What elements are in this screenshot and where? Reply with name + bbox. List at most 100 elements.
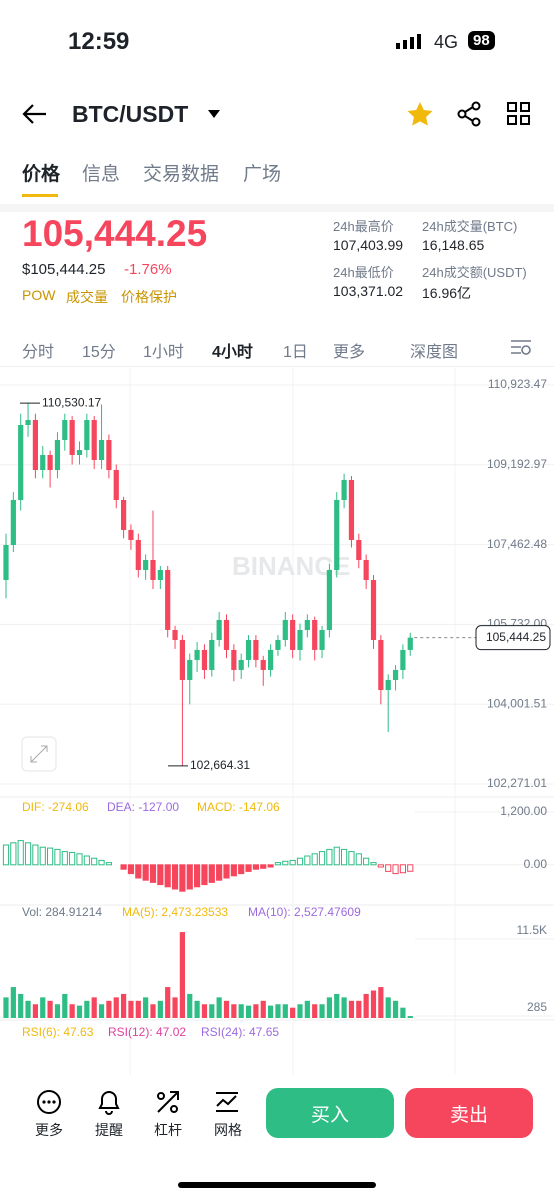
candle-body [392,669,399,680]
stat-label: 24h最高价 [333,219,394,234]
macd-bar [282,860,289,866]
stat-value: 16,148.65 [422,237,485,253]
y-tick-label: 102,271.01 [487,776,547,790]
interval[interactable]: 1日 [283,344,308,361]
pair-title[interactable]: BTC/USDT [72,101,189,127]
tag[interactable]: 成交量 [66,289,108,305]
rsi-legend: RSI(6): 47.63 [22,1025,94,1039]
macd-bar [61,851,68,866]
volume-bar [363,993,369,1018]
volume-bar [106,1000,112,1018]
macd-bar [385,864,392,872]
interval[interactable]: 更多 [333,344,366,361]
sell-button[interactable]: 卖出 [405,1088,533,1138]
candle-body [407,637,413,650]
y-tick-label: 107,462.48 [487,537,547,551]
y-tick-label: 11.5K [517,923,547,937]
action-label[interactable]: 网格 [214,1122,242,1138]
volume-bar [54,1004,61,1018]
more-icon[interactable] [36,1089,62,1115]
candle-body [275,639,281,650]
candle-body [128,529,134,540]
volume-bar [326,997,332,1018]
candle-body [121,499,127,530]
action-label[interactable]: 杠杆 [154,1122,182,1138]
chart-settings[interactable] [510,337,532,357]
macd-bar [407,864,414,872]
volume-legend: MA(5): 2,473.23533 [122,905,228,919]
menu-grid[interactable] [507,102,531,126]
action-label[interactable]: 提醒 [95,1122,123,1138]
macd-bar [260,864,267,869]
macd-bar [47,847,54,866]
favorite-star[interactable] [406,101,434,127]
volume-bar [40,997,46,1018]
macd-bar [355,853,362,866]
volume-bar [143,997,149,1018]
volume-bar [245,1005,252,1018]
tab[interactable]: 交易数据 [143,164,220,185]
volume-bar [209,1004,215,1018]
tag[interactable]: 价格保护 [121,289,177,305]
volume-bar [194,1000,200,1018]
candle-body [297,629,303,650]
macd-bar [370,862,377,866]
macd-bar [105,862,113,866]
macd-legend: DIF: -274.06 [22,800,89,814]
dropdown-icon[interactable] [207,109,221,119]
candle-body [326,569,332,630]
tab[interactable]: 价格 [22,164,61,185]
volume-bar [260,1000,266,1018]
leverage-icon[interactable] [155,1089,181,1115]
volume-bar [121,993,127,1018]
candle-body [3,544,9,580]
volume-bar [290,1007,296,1018]
candle-body [348,479,355,540]
interval[interactable]: 4小时 [212,344,253,361]
macd-bar [392,864,399,875]
candle-body [312,619,318,650]
interval[interactable]: 分时 [22,344,55,361]
macd-bar [274,862,282,866]
grid-icon[interactable] [214,1089,240,1115]
volume-bar [304,1000,310,1018]
candle-body [304,619,310,630]
volume-bar [341,997,347,1018]
volume-bar [231,1004,237,1018]
alert-icon[interactable] [96,1088,122,1116]
macd-bar [194,864,201,888]
volume-bar [297,1004,303,1018]
macd-bar [333,846,340,866]
macd-bar [245,864,252,872]
volume-bar [385,997,391,1018]
tab[interactable]: 广场 [243,164,282,185]
volume-bar [25,1000,31,1018]
candle-body [172,629,178,640]
volume-bar [150,1004,156,1018]
interval[interactable]: 15分 [82,344,116,361]
back-button[interactable] [22,102,48,126]
tag[interactable]: POW [22,287,56,303]
min-label: 102,664.31 [190,758,250,772]
buy-button[interactable]: 买入 [266,1088,394,1138]
candle-body [341,479,347,500]
volume-legend: MA(10): 2,527.47609 [248,905,361,919]
volume-bar [407,1016,413,1018]
depth-tab[interactable]: 深度图 [410,344,459,361]
candle-body [84,420,90,450]
macd-bar [54,848,61,866]
volume-bar [312,1004,318,1018]
volume-bar [62,993,68,1018]
candle-body [385,679,391,690]
tab[interactable]: 信息 [82,164,121,185]
volume-bar [348,1000,355,1018]
action-label[interactable]: 更多 [35,1122,63,1138]
macd-bar [326,848,333,866]
stat-label: 24h成交额(USDT) [422,265,527,280]
macd-legend: MACD: -147.06 [197,800,280,814]
fullscreen-icon [30,745,48,763]
interval[interactable]: 1小时 [143,344,184,361]
volume-bar [334,993,340,1018]
share-icon[interactable] [456,101,484,127]
macd-bar [238,864,245,875]
